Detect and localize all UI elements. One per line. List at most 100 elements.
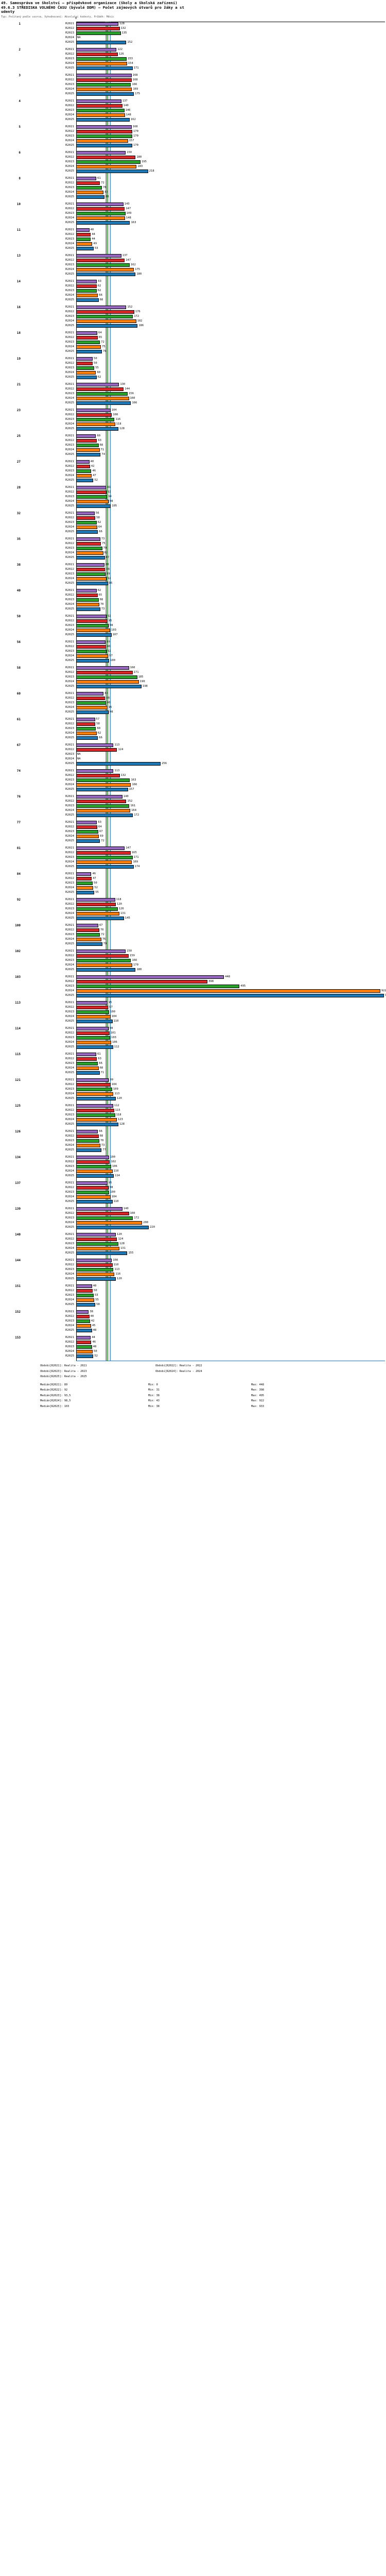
chart-row[interactable]: R2023 89 [0, 572, 386, 577]
bar-R2025[interactable] [76, 504, 111, 509]
chart-row[interactable]: R2022 46 [0, 1340, 386, 1345]
chart-row[interactable]: R2022 168 [0, 78, 386, 82]
chart-row[interactable]: R2023 100 [0, 1010, 386, 1014]
chart-row[interactable]: R2025 128 [0, 1122, 386, 1127]
bar-R2023[interactable] [76, 366, 95, 370]
bar-R2025[interactable] [76, 169, 148, 174]
chart-row[interactable]: R2023 46 [0, 469, 386, 473]
bar-R2023[interactable] [76, 392, 128, 396]
chart-row[interactable]: R2022 65 [0, 335, 386, 340]
bar-R2023[interactable] [76, 1087, 112, 1092]
bar-R2023[interactable] [76, 1139, 99, 1143]
bar-R2024[interactable] [76, 1066, 99, 1071]
chart-row[interactable]: R2024 110 [0, 1169, 386, 1174]
bar-R2024[interactable] [76, 139, 128, 143]
bar-R2021[interactable] [76, 1026, 109, 1031]
bar-R2022[interactable] [76, 619, 108, 623]
chart-row[interactable]: R2024 45 [0, 1324, 386, 1328]
bar-R2021[interactable] [76, 1129, 98, 1134]
chart-row[interactable]: R2021 91 [0, 485, 386, 490]
bar-R2025[interactable] [76, 221, 130, 225]
bar-R2023[interactable] [76, 211, 126, 216]
bar-R2021[interactable] [76, 1284, 92, 1289]
chart-row[interactable]: R2024 164 [0, 808, 386, 813]
bar-R2022[interactable] [76, 1108, 114, 1113]
chart-row[interactable]: R2023 170 [0, 134, 386, 139]
bar-R2021[interactable] [76, 408, 111, 413]
chart-row[interactable]: R2025 96 [0, 581, 386, 586]
chart-row[interactable]: R2023 185 [0, 675, 386, 680]
bar-R2022[interactable] [76, 567, 106, 572]
bar-R2024[interactable] [76, 396, 129, 401]
chart-row[interactable]: R2023 90 [0, 701, 386, 705]
chart-row[interactable]: R2025 110 [0, 1199, 386, 1204]
bar-R2023[interactable] [76, 855, 133, 860]
bar-R2024[interactable] [76, 448, 100, 452]
chart-row[interactable]: R2021 64 [0, 331, 386, 335]
chart-row[interactable]: R2024 55 [0, 1298, 386, 1302]
chart-row[interactable]: R2024 75 [0, 345, 386, 349]
bar-R2023[interactable] [76, 82, 131, 87]
chart-row[interactable]: R2024 922 [0, 989, 386, 993]
chart-row[interactable]: R2024 116 [0, 1272, 386, 1277]
chart-row[interactable]: R2022 42 [0, 464, 386, 469]
bar-R2024[interactable] [76, 216, 125, 221]
chart-row[interactable]: R2025 166 [0, 401, 386, 405]
chart-row[interactable]: R2024 123 [0, 1117, 386, 1122]
chart-row[interactable]: R2023 55 [0, 366, 386, 370]
chart-row[interactable]: R2022 398 [0, 979, 386, 984]
bar-R2023[interactable] [76, 1293, 94, 1298]
chart-row[interactable]: R2022 147 [0, 258, 386, 263]
chart-row[interactable]: R2023 171 [0, 855, 386, 860]
bar-R2024[interactable] [76, 293, 98, 298]
chart-row[interactable]: R2025 170 [0, 143, 386, 148]
bar-R2021[interactable] [76, 73, 132, 78]
chart-row[interactable]: R2023 68 [0, 598, 386, 602]
chart-row[interactable]: R2024 190 [0, 680, 386, 684]
chart-row[interactable]: R2022 160 [0, 1211, 386, 1216]
bar-R2025[interactable] [76, 710, 109, 715]
bar-R2025[interactable] [76, 452, 101, 457]
chart-row[interactable]: R2022 104 [0, 1082, 386, 1087]
bar-R2023[interactable] [76, 829, 98, 834]
chart-row[interactable]: R2025 79 [0, 942, 386, 946]
bar-R2025[interactable] [76, 839, 100, 843]
chart-row[interactable]: R2024 170 [0, 963, 386, 968]
chart-row[interactable]: R2024 50 [0, 1349, 386, 1354]
bar-R2025[interactable] [76, 993, 384, 998]
chart-row[interactable]: R2021 60 [0, 434, 386, 438]
chart-row[interactable]: R2025 78 [0, 349, 386, 354]
chart-row[interactable]: R2023 156 [0, 392, 386, 396]
chart-row[interactable]: R2025 52 [0, 478, 386, 483]
bar-R2025[interactable] [76, 427, 119, 431]
chart-row[interactable]: R2024 71 [0, 448, 386, 452]
bar-R2021[interactable] [76, 511, 95, 516]
chart-row[interactable]: R2023 68 [0, 443, 386, 448]
bar-R2023[interactable] [76, 804, 130, 808]
bar-R2022[interactable] [76, 1237, 117, 1242]
bar-R2024[interactable] [76, 602, 99, 607]
chart-row[interactable]: R2022 70 [0, 928, 386, 933]
chart-row[interactable]: R2022 64 [0, 825, 386, 829]
bar-R2025[interactable] [76, 1354, 94, 1359]
bar-R2025[interactable] [76, 684, 142, 689]
chart-row[interactable]: R2023 44 [0, 237, 386, 242]
bar-R2022[interactable] [76, 1005, 109, 1010]
chart-row[interactable]: R2022 124 [0, 748, 386, 752]
bar-R2022[interactable] [76, 26, 120, 31]
chart-row[interactable]: R2023 495 [0, 984, 386, 989]
bar-R2023[interactable] [76, 1319, 90, 1324]
chart-row[interactable]: R2025 71 [0, 1071, 386, 1075]
chart-row[interactable]: R2024 104 [0, 1195, 386, 1199]
bar-R2025[interactable] [76, 66, 133, 71]
bar-R2024[interactable] [76, 1246, 119, 1251]
chart-row[interactable]: R2022 126 [0, 52, 386, 57]
chart-row[interactable]: R2021 63 [0, 820, 386, 825]
chart-row[interactable]: R2021 137 [0, 99, 386, 104]
bar-R2025[interactable] [76, 581, 108, 586]
bar-R2024[interactable] [76, 113, 125, 117]
bar-R2025[interactable] [76, 555, 105, 560]
chart-row[interactable]: R2024 98 [0, 499, 386, 504]
bar-R2023[interactable] [76, 469, 92, 473]
bar-R2023[interactable] [76, 1113, 115, 1117]
